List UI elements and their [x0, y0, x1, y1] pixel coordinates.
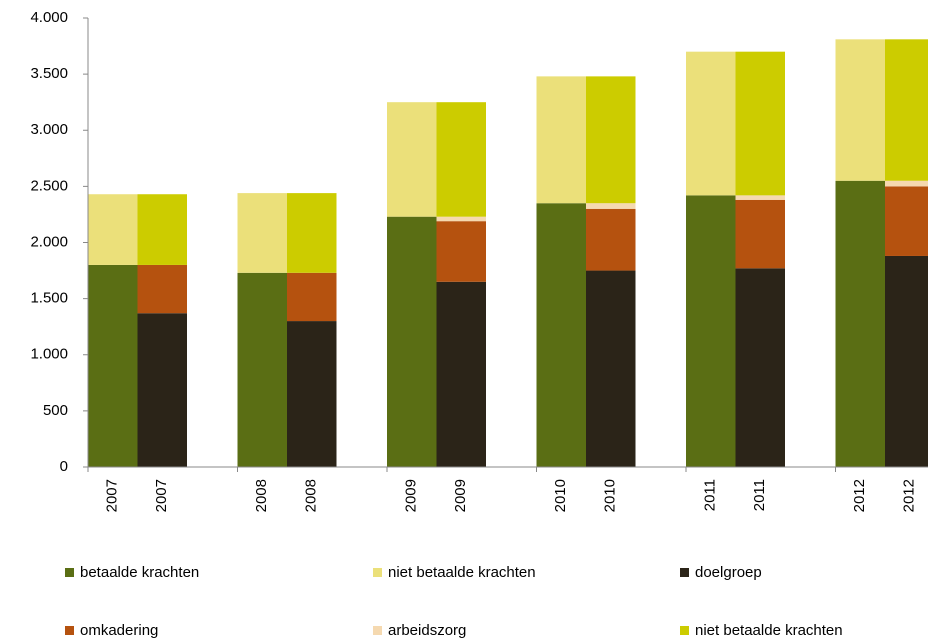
- legend-swatch: [65, 626, 74, 635]
- x-tick-label: 2010: [552, 479, 569, 512]
- bar-segment: [436, 281, 486, 467]
- legend-swatch: [373, 626, 382, 635]
- bar-segment: [686, 195, 736, 468]
- legend-swatch: [680, 568, 689, 577]
- x-tick-label: 2010: [602, 479, 619, 512]
- legend-swatch: [65, 568, 74, 577]
- bar-segment: [735, 51, 785, 196]
- bar-segment: [237, 272, 287, 467]
- bar-segment: [586, 208, 636, 271]
- legend-item: betaalde krachten: [65, 564, 199, 581]
- bar-segment: [387, 216, 437, 467]
- y-tick-label: 4.000: [30, 9, 68, 26]
- bar-segment: [885, 186, 928, 256]
- bar-segment: [586, 270, 636, 467]
- x-tick-label: 2012: [851, 479, 868, 512]
- bar-segment: [835, 39, 885, 181]
- bar-segment: [237, 193, 287, 273]
- y-tick-label: 2.500: [30, 177, 68, 194]
- bar-segment: [536, 76, 586, 204]
- bar-segment: [885, 39, 928, 181]
- legend-item: arbeidszorg: [373, 622, 466, 639]
- bar-segment: [88, 264, 138, 467]
- legend-label: doelgroep: [695, 564, 762, 581]
- bar-segment: [436, 216, 486, 222]
- legend-label: omkadering: [80, 622, 158, 639]
- bar-segment: [436, 221, 486, 282]
- legend-item: omkadering: [65, 622, 158, 639]
- x-tick-label: 2007: [104, 479, 121, 512]
- y-tick-label: 500: [43, 402, 68, 419]
- x-tick-label: 2008: [303, 479, 320, 512]
- bar-segment: [586, 203, 636, 209]
- y-tick-label: 3.000: [30, 121, 68, 138]
- y-tick-label: 0: [60, 458, 68, 475]
- bar-segment: [686, 51, 736, 196]
- x-tick-label: 2012: [901, 479, 918, 512]
- y-tick-label: 2.000: [30, 233, 68, 250]
- legend-item: doelgroep: [680, 564, 762, 581]
- bar-segment: [885, 255, 928, 467]
- legend-label: arbeidszorg: [388, 622, 466, 639]
- bar-segment: [287, 321, 337, 467]
- legend-label: niet betaalde krachten: [695, 622, 843, 639]
- bar-segment: [835, 180, 885, 467]
- legend-item: niet betaalde krachten: [373, 564, 536, 581]
- legend-swatch: [373, 568, 382, 577]
- bar-segment: [137, 313, 187, 467]
- x-tick-label: 2007: [153, 479, 170, 512]
- legend-item: niet betaalde krachten: [680, 622, 843, 639]
- bar-segment: [137, 194, 187, 265]
- bar-segment: [586, 76, 636, 204]
- bar-segment: [735, 268, 785, 467]
- bar-segment: [88, 194, 138, 265]
- x-tick-label: 2011: [751, 479, 768, 511]
- bar-segment: [735, 195, 785, 200]
- legend-label: niet betaalde krachten: [388, 564, 536, 581]
- x-tick-label: 2009: [403, 479, 420, 512]
- legend-swatch: [680, 626, 689, 635]
- bar-segment: [436, 102, 486, 217]
- y-tick-label: 1.500: [30, 290, 68, 307]
- bar-segment: [885, 180, 928, 187]
- bar-segment: [387, 102, 437, 217]
- y-tick-label: 3.500: [30, 65, 68, 82]
- bar-segment: [735, 199, 785, 269]
- legend-label: betaalde krachten: [80, 564, 199, 581]
- bar-segment: [287, 272, 337, 322]
- bar-segment: [287, 193, 337, 273]
- x-tick-label: 2008: [253, 479, 270, 512]
- x-tick-label: 2009: [452, 479, 469, 512]
- bar-segment: [137, 264, 187, 314]
- x-tick-label: 2011: [702, 479, 719, 511]
- y-tick-label: 1.000: [30, 346, 68, 363]
- bar-segment: [536, 203, 586, 467]
